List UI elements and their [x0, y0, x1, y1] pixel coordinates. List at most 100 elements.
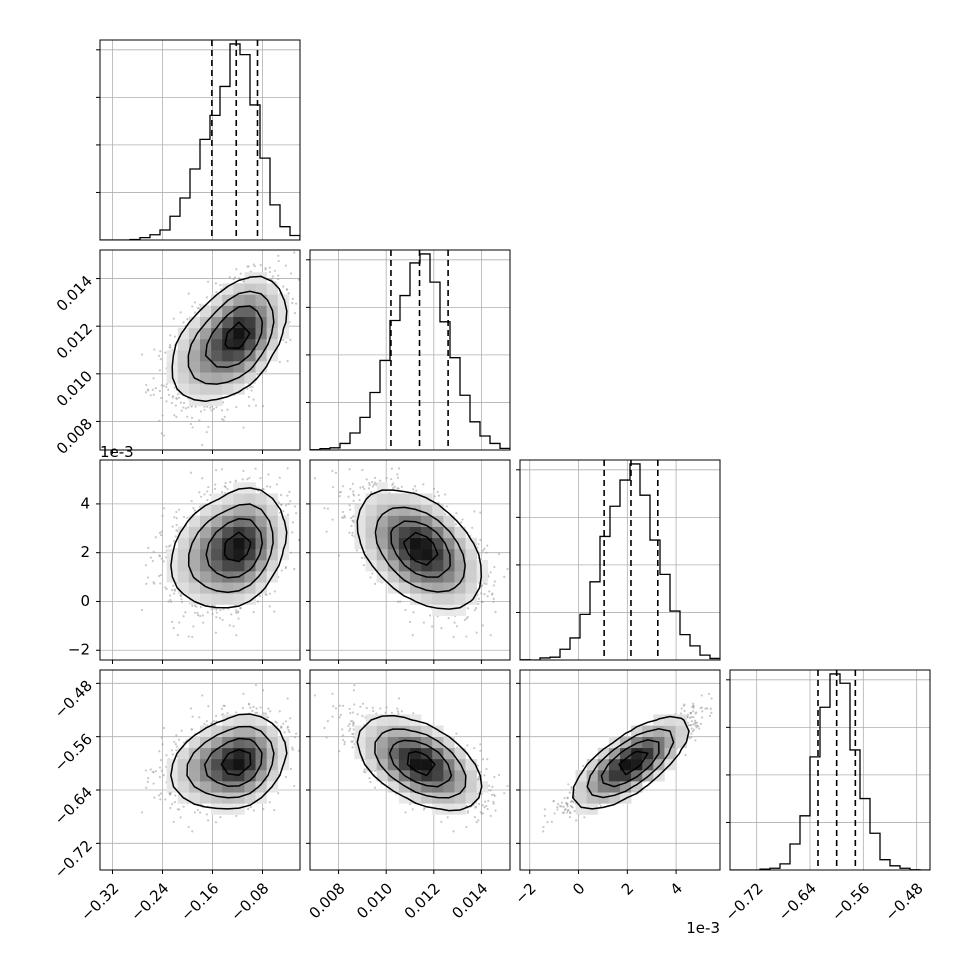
sample-point [247, 265, 250, 268]
sample-point [563, 796, 566, 800]
density-cell [410, 493, 422, 505]
sample-point [161, 414, 164, 417]
sample-point [256, 711, 259, 714]
density-cell [188, 747, 201, 760]
sample-point [393, 485, 396, 488]
sample-point [348, 707, 351, 710]
sample-point [337, 750, 341, 753]
density-cell [465, 758, 477, 771]
sample-point [436, 490, 439, 494]
sample-point [688, 716, 692, 719]
sample-point [412, 611, 415, 614]
sample-point [173, 589, 177, 592]
sample-point [210, 608, 213, 611]
sample-point [220, 409, 224, 412]
sample-point [571, 800, 574, 803]
sample-point [278, 511, 281, 515]
sample-point [229, 481, 232, 484]
sample-point [267, 473, 270, 476]
sample-point [179, 401, 182, 404]
sample-point [303, 758, 305, 760]
density-cell [177, 571, 190, 583]
density-cell [211, 560, 223, 572]
contour-line [374, 728, 467, 799]
sample-point [206, 280, 210, 283]
sample-point [175, 745, 178, 748]
sample-point [700, 694, 703, 697]
sample-point [479, 749, 482, 752]
sample-point [353, 684, 356, 687]
sample-point [361, 702, 365, 705]
density-cell [432, 725, 444, 737]
sample-point [701, 716, 704, 719]
density-cell [200, 571, 212, 583]
sample-point [461, 518, 464, 521]
sample-point [313, 694, 316, 697]
sample-point [248, 404, 251, 407]
sample-point [431, 625, 434, 628]
x-tick-label: −0.64 [775, 879, 820, 924]
sample-point [214, 714, 218, 717]
sample-point [379, 707, 382, 710]
sample-point [158, 531, 162, 534]
sample-point [396, 473, 399, 476]
sample-point [159, 533, 163, 537]
sample-point [254, 684, 258, 687]
density-cell [432, 504, 444, 516]
panel-frame [309, 669, 511, 871]
sample-point [274, 281, 277, 284]
density-cell [398, 526, 411, 539]
sample-point [278, 710, 281, 713]
sample-point [477, 542, 480, 546]
sample-point [291, 301, 294, 305]
sample-point [690, 736, 693, 739]
sample-point [168, 594, 172, 597]
density-cell [233, 482, 245, 494]
sample-point [261, 487, 264, 490]
sample-point [270, 278, 273, 281]
density-cell [233, 350, 245, 362]
sample-point [191, 305, 194, 308]
sample-point [446, 816, 449, 819]
sample-point [485, 551, 488, 554]
sample-point [690, 727, 693, 730]
sample-point [573, 809, 576, 813]
sample-point [575, 819, 578, 822]
sample-point [352, 724, 355, 727]
sample-point [511, 801, 513, 803]
sample-point [692, 710, 695, 713]
sample-point [342, 734, 345, 737]
density-cell [387, 747, 400, 760]
sample-point [293, 567, 296, 571]
y-offset-label: 1e-3 [100, 443, 134, 461]
sample-point [361, 714, 364, 717]
density-cell [421, 725, 433, 737]
sample-point [396, 710, 400, 713]
sample-point [277, 254, 280, 257]
sample-point [295, 732, 298, 735]
density-cell [255, 781, 267, 793]
sample-point [173, 386, 176, 389]
x-tick-label: 4 [667, 879, 686, 898]
density-cell [255, 294, 267, 306]
sample-point [175, 734, 178, 737]
sample-point [202, 621, 205, 624]
density-cell [653, 725, 665, 737]
density-cell [255, 272, 267, 284]
density-cell [354, 526, 366, 539]
x-offset-label: 1e-3 [686, 919, 720, 937]
density-cell [277, 736, 290, 749]
sample-point [182, 515, 186, 519]
sample-point [371, 572, 374, 575]
sample-point [493, 775, 496, 779]
density-cell [597, 781, 610, 793]
density-cell [410, 736, 422, 749]
density-cell [410, 758, 422, 771]
sample-point [161, 743, 164, 746]
density-cell [277, 294, 290, 306]
sample-point [375, 712, 378, 715]
sample-point [493, 565, 496, 569]
density-cell [266, 725, 279, 737]
sample-point [144, 769, 148, 772]
density-cell [266, 747, 279, 760]
